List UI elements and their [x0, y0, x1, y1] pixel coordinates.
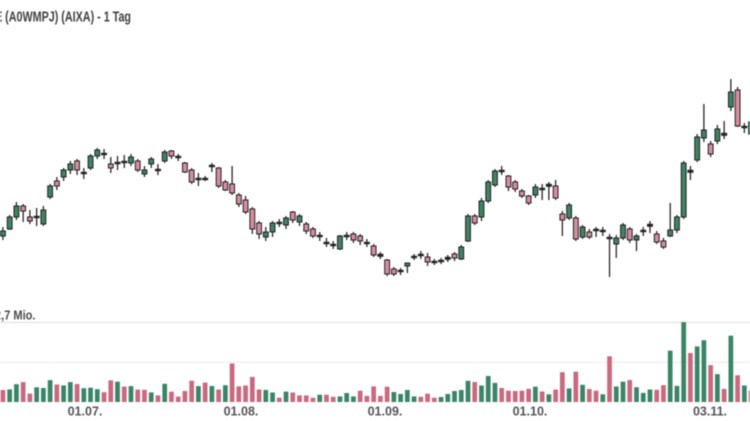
svg-text:E (A0WMPJ) (AIXA) - 1 Tag: E (A0WMPJ) (AIXA) - 1 Tag [0, 10, 131, 26]
svg-text:03.11.: 03.11. [693, 405, 727, 419]
svg-text:01.07.: 01.07. [68, 405, 103, 419]
svg-text:01.09.: 01.09. [368, 405, 403, 419]
svg-text:01.08.: 01.08. [224, 405, 259, 419]
svg-text:01.10.: 01.10. [513, 405, 548, 419]
svg-text:2,7 Mio.: 2,7 Mio. [0, 309, 36, 323]
